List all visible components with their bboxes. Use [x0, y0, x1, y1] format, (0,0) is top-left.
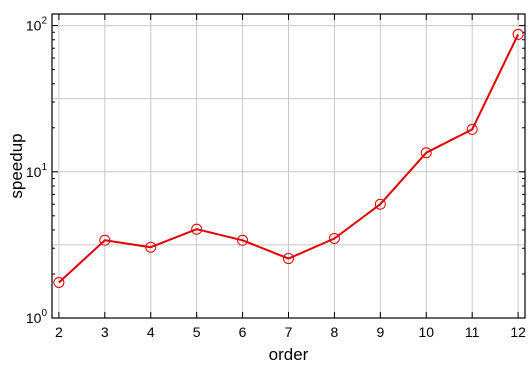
x-tick-label: 3 — [101, 324, 109, 340]
data-point — [374, 198, 386, 210]
data-point — [145, 241, 157, 253]
series-group — [53, 28, 524, 288]
data-point — [328, 232, 340, 244]
plot-frame — [51, 13, 526, 319]
x-tick-label: 6 — [239, 324, 247, 340]
data-point — [283, 253, 294, 265]
x-tick-label: 4 — [147, 324, 155, 340]
y-tick-label: 101 — [26, 162, 48, 180]
x-tick-label: 2 — [55, 324, 63, 340]
x-tick-label: 10 — [418, 324, 434, 340]
x-tick-label: 9 — [376, 324, 384, 340]
data-point — [420, 147, 432, 159]
series-line — [58, 33, 520, 284]
x-tick-label: 5 — [193, 324, 201, 340]
x-tick-label: 11 — [465, 324, 480, 340]
y-tick-label: 102 — [26, 16, 48, 34]
x-tick-label: 7 — [285, 324, 293, 340]
data-point — [99, 234, 111, 246]
tick-labels: 2 3 4 5 6 7 8 9 10 11 12 100 101 102 — [26, 16, 526, 340]
data-point — [237, 234, 249, 246]
x-axis-label: order — [269, 345, 309, 364]
x-tick-label: 8 — [331, 324, 339, 340]
y-tick-label: 100 — [26, 308, 48, 326]
data-point — [466, 123, 478, 135]
data-point — [53, 276, 65, 288]
data-point — [191, 223, 203, 235]
data-point — [512, 28, 524, 40]
y-axis-label: speedup — [7, 133, 26, 198]
x-tick-label: 12 — [510, 324, 526, 340]
